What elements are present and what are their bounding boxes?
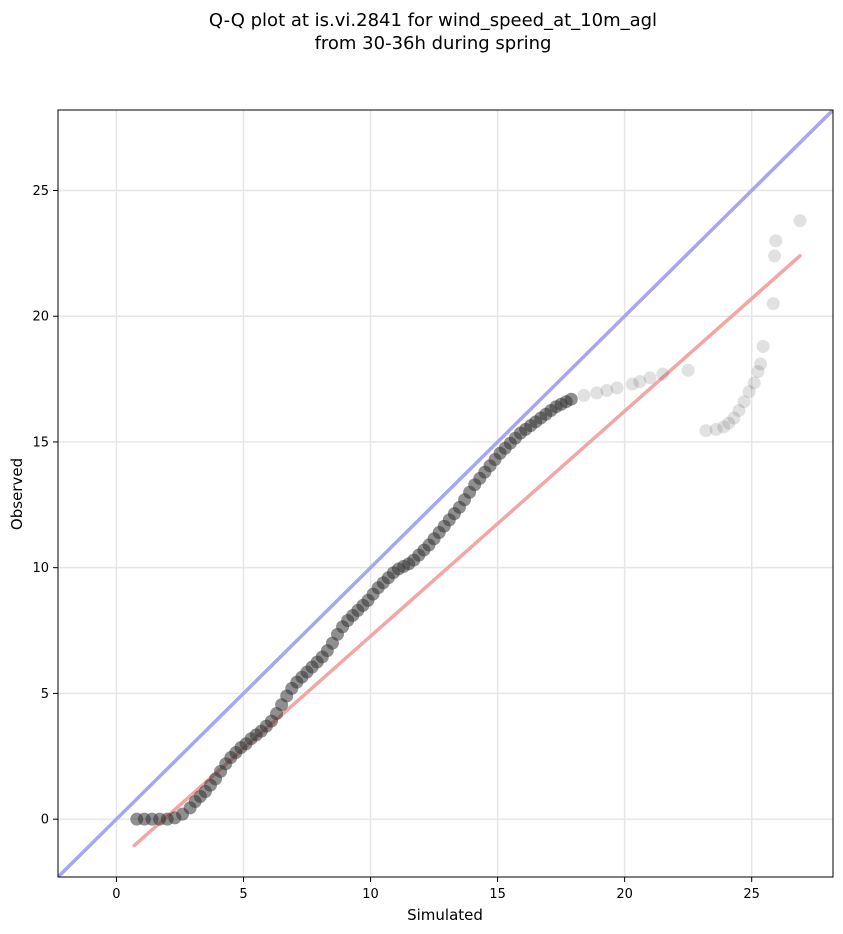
qq-point (742, 385, 756, 399)
qq-point (737, 395, 751, 409)
y-tick-label: 10 (32, 561, 49, 576)
qq-point (564, 392, 578, 406)
qq-point (699, 424, 713, 438)
x-axis: 0 5 10 15 20 25 (112, 877, 760, 902)
chart-subtitle: from 30-36h during spring (315, 33, 552, 54)
qq-point (768, 249, 782, 263)
qq-point (709, 422, 723, 436)
x-tick-label: 5 (239, 887, 247, 902)
qq-point (600, 383, 614, 397)
y-tick-label: 0 (41, 813, 49, 828)
x-tick-label: 15 (489, 887, 506, 902)
y-tick-label: 20 (32, 310, 49, 325)
qq-point (793, 214, 807, 228)
y-tick-label: 15 (32, 435, 49, 450)
qq-point (747, 376, 761, 390)
qq-point (590, 386, 604, 400)
qq-point (656, 367, 670, 381)
x-tick-label: 20 (616, 887, 633, 902)
qq-point (625, 377, 639, 391)
qq-point (769, 234, 783, 248)
qq-point (732, 404, 746, 418)
y-axis-label: Observed (8, 458, 26, 530)
chart-title: Q-Q plot at is.vi.2841 for wind_speed_at… (209, 10, 657, 31)
qq-point (756, 339, 770, 353)
y-axis: 0 5 10 15 20 25 (32, 184, 58, 828)
x-axis-label: Simulated (407, 906, 483, 924)
x-tick-label: 0 (112, 887, 120, 902)
qq-point (722, 416, 736, 430)
x-tick-label: 10 (362, 887, 379, 902)
qq-point (717, 420, 731, 434)
qq-point (754, 357, 768, 371)
qq-point (751, 365, 765, 379)
plot-area (57, 109, 834, 878)
qq-point (727, 411, 741, 425)
qq-point (681, 363, 695, 377)
qq-point (577, 388, 591, 402)
x-tick-label: 25 (743, 887, 760, 902)
qq-point (766, 297, 780, 311)
qq-point (643, 371, 657, 385)
y-tick-label: 5 (41, 687, 49, 702)
identity-line (58, 110, 833, 877)
y-tick-label: 25 (32, 184, 49, 199)
qq-point (633, 375, 647, 389)
plot-frame (57, 109, 834, 878)
qq-point (610, 381, 624, 395)
data-points (130, 214, 807, 826)
